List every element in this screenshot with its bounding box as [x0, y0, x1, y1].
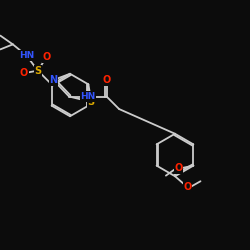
Text: O: O	[20, 68, 28, 78]
Text: O: O	[184, 182, 192, 192]
Text: S: S	[88, 97, 95, 107]
Text: S: S	[34, 66, 42, 76]
Text: O: O	[174, 163, 182, 173]
Text: HN: HN	[19, 51, 34, 60]
Text: O: O	[102, 75, 111, 85]
Text: N: N	[49, 75, 58, 85]
Text: O: O	[42, 52, 51, 62]
Text: HN: HN	[80, 92, 96, 101]
